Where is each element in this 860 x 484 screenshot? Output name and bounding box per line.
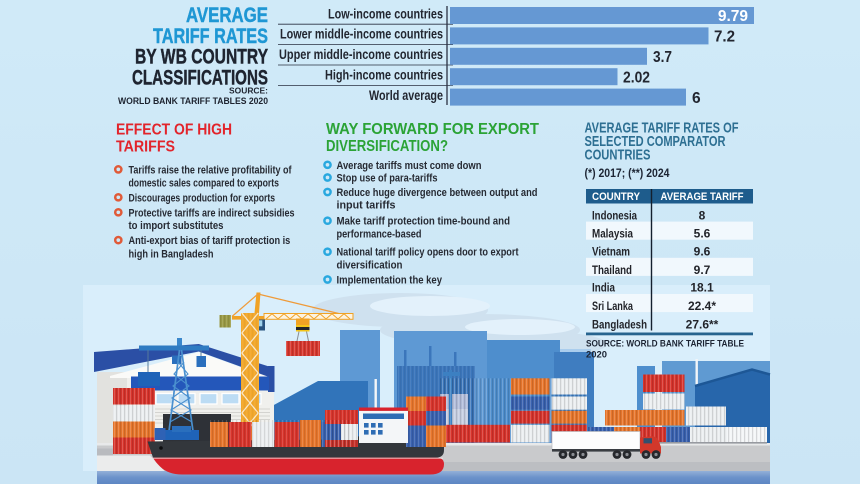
svg-text:Make tariff protection time-bo: Make tariff protection time-bound and <box>337 216 511 228</box>
svg-text:High-income countries: High-income countries <box>325 68 443 83</box>
svg-text:EFFECT OF HIGH: EFFECT OF HIGH <box>116 121 232 138</box>
svg-text:to import substitutes: to import substitutes <box>129 220 224 232</box>
svg-text:input tariffs: input tariffs <box>337 200 396 212</box>
svg-text:World average: World average <box>369 88 443 103</box>
svg-text:National tariff policy opens d: National tariff policy opens door to exp… <box>337 247 519 259</box>
svg-text:22.4*: 22.4* <box>688 299 716 313</box>
svg-text:6: 6 <box>692 90 701 107</box>
svg-text:(*) 2017; (**) 2024: (*) 2017; (**) 2024 <box>585 168 671 180</box>
svg-text:Lower middle-income countries: Lower middle-income countries <box>280 27 443 42</box>
svg-text:7.2: 7.2 <box>714 29 735 46</box>
svg-text:Upper middle-income countries: Upper middle-income countries <box>279 47 443 62</box>
svg-text:5.6: 5.6 <box>694 226 711 240</box>
svg-text:SOURCE:: SOURCE: <box>229 86 268 96</box>
svg-text:3.7: 3.7 <box>653 49 672 66</box>
svg-text:8: 8 <box>699 208 706 222</box>
svg-text:CLASSIFICATIONS: CLASSIFICATIONS <box>132 67 268 90</box>
svg-text:2.02: 2.02 <box>623 69 650 86</box>
svg-text:WAY FORWARD FOR EXPORT: WAY FORWARD FOR EXPORT <box>326 121 539 138</box>
svg-text:high in Bangladesh: high in Bangladesh <box>129 249 214 261</box>
svg-text:AVERAGE TARIFF: AVERAGE TARIFF <box>661 191 744 203</box>
svg-text:Stop use of para-tariffs: Stop use of para-tariffs <box>337 173 438 185</box>
svg-text:WORLD BANK TARIFF TABLES 2020: WORLD BANK TARIFF TABLES 2020 <box>118 96 268 107</box>
svg-text:SOURCE: WORLD BANK TARIFF TABL: SOURCE: WORLD BANK TARIFF TABLE <box>586 339 744 350</box>
svg-text:Thailand: Thailand <box>592 263 632 277</box>
svg-text:India: India <box>592 281 615 295</box>
svg-text:9.6: 9.6 <box>694 245 711 259</box>
svg-text:TARIFFS: TARIFFS <box>116 138 175 155</box>
svg-text:Malaysia: Malaysia <box>592 226 633 240</box>
svg-text:18.1: 18.1 <box>690 281 714 295</box>
svg-text:AVERAGE: AVERAGE <box>186 4 268 27</box>
svg-text:COUNTRY: COUNTRY <box>592 191 641 203</box>
svg-text:COUNTRIES: COUNTRIES <box>585 146 651 163</box>
svg-text:SELECTED COMPARATOR: SELECTED COMPARATOR <box>585 133 726 150</box>
svg-text:diversification: diversification <box>337 259 403 271</box>
svg-text:Average tariffs must come down: Average tariffs must come down <box>337 160 482 172</box>
svg-text:Discourages production for exp: Discourages production for exports <box>129 192 276 204</box>
svg-text:Low-income countries: Low-income countries <box>328 6 443 21</box>
svg-text:BY WB COUNTRY: BY WB COUNTRY <box>135 46 268 69</box>
svg-text:Protective tariffs are indirec: Protective tariffs are indirect subsidie… <box>129 207 295 219</box>
svg-text:Indonesia: Indonesia <box>592 208 637 222</box>
svg-text:DIVERSIFICATION?: DIVERSIFICATION? <box>326 138 448 155</box>
svg-text:Anti-export bias of tariff pro: Anti-export bias of tariff protection is <box>129 235 291 247</box>
svg-text:Tariffs raise the relative pro: Tariffs raise the relative profitability… <box>129 164 292 176</box>
svg-text:Vietnam: Vietnam <box>592 245 630 259</box>
svg-text:Sri Lanka: Sri Lanka <box>592 299 633 313</box>
svg-text:9.7: 9.7 <box>694 263 711 277</box>
svg-text:performance-based: performance-based <box>337 228 422 240</box>
svg-text:Implementation the key: Implementation the key <box>337 275 443 287</box>
svg-text:2020: 2020 <box>586 350 607 361</box>
svg-text:AVERAGE TARIFF RATES OF: AVERAGE TARIFF RATES OF <box>585 119 739 136</box>
svg-text:27.6**: 27.6** <box>686 317 719 331</box>
svg-text:Reduce huge divergence between: Reduce huge divergence between output an… <box>337 187 538 199</box>
svg-text:Bangladesh: Bangladesh <box>592 317 647 331</box>
svg-text:9.79: 9.79 <box>718 8 749 25</box>
svg-text:domestic sales compared to exp: domestic sales compared to exports <box>129 178 280 190</box>
svg-text:TARIFF RATES: TARIFF RATES <box>153 25 268 48</box>
